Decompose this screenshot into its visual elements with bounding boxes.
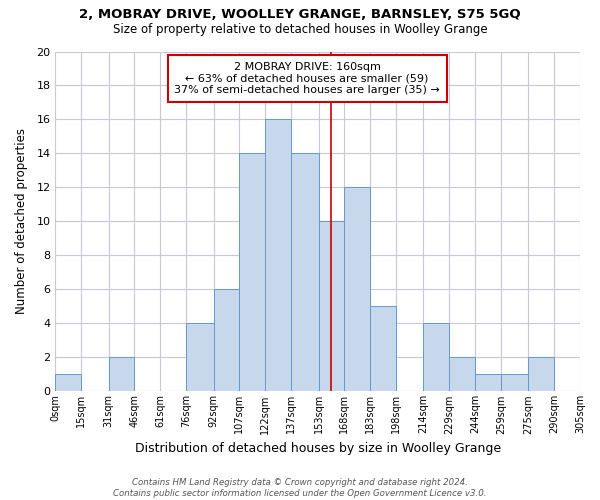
Bar <box>449 358 475 392</box>
Bar <box>475 374 501 392</box>
Bar <box>501 374 529 392</box>
Bar <box>291 154 319 392</box>
Bar <box>186 324 214 392</box>
Y-axis label: Number of detached properties: Number of detached properties <box>15 128 28 314</box>
Text: Contains HM Land Registry data © Crown copyright and database right 2024.
Contai: Contains HM Land Registry data © Crown c… <box>113 478 487 498</box>
Bar <box>214 290 239 392</box>
Bar <box>55 374 81 392</box>
Text: Size of property relative to detached houses in Woolley Grange: Size of property relative to detached ho… <box>113 22 487 36</box>
Bar <box>265 120 291 392</box>
Bar <box>370 306 396 392</box>
Text: 2 MOBRAY DRIVE: 160sqm
← 63% of detached houses are smaller (59)
37% of semi-det: 2 MOBRAY DRIVE: 160sqm ← 63% of detached… <box>174 62 440 95</box>
Bar <box>529 358 554 392</box>
Bar <box>319 222 344 392</box>
Bar <box>109 358 134 392</box>
Bar <box>239 154 265 392</box>
X-axis label: Distribution of detached houses by size in Woolley Grange: Distribution of detached houses by size … <box>134 442 501 455</box>
Bar <box>344 188 370 392</box>
Bar <box>424 324 449 392</box>
Text: 2, MOBRAY DRIVE, WOOLLEY GRANGE, BARNSLEY, S75 5GQ: 2, MOBRAY DRIVE, WOOLLEY GRANGE, BARNSLE… <box>79 8 521 20</box>
